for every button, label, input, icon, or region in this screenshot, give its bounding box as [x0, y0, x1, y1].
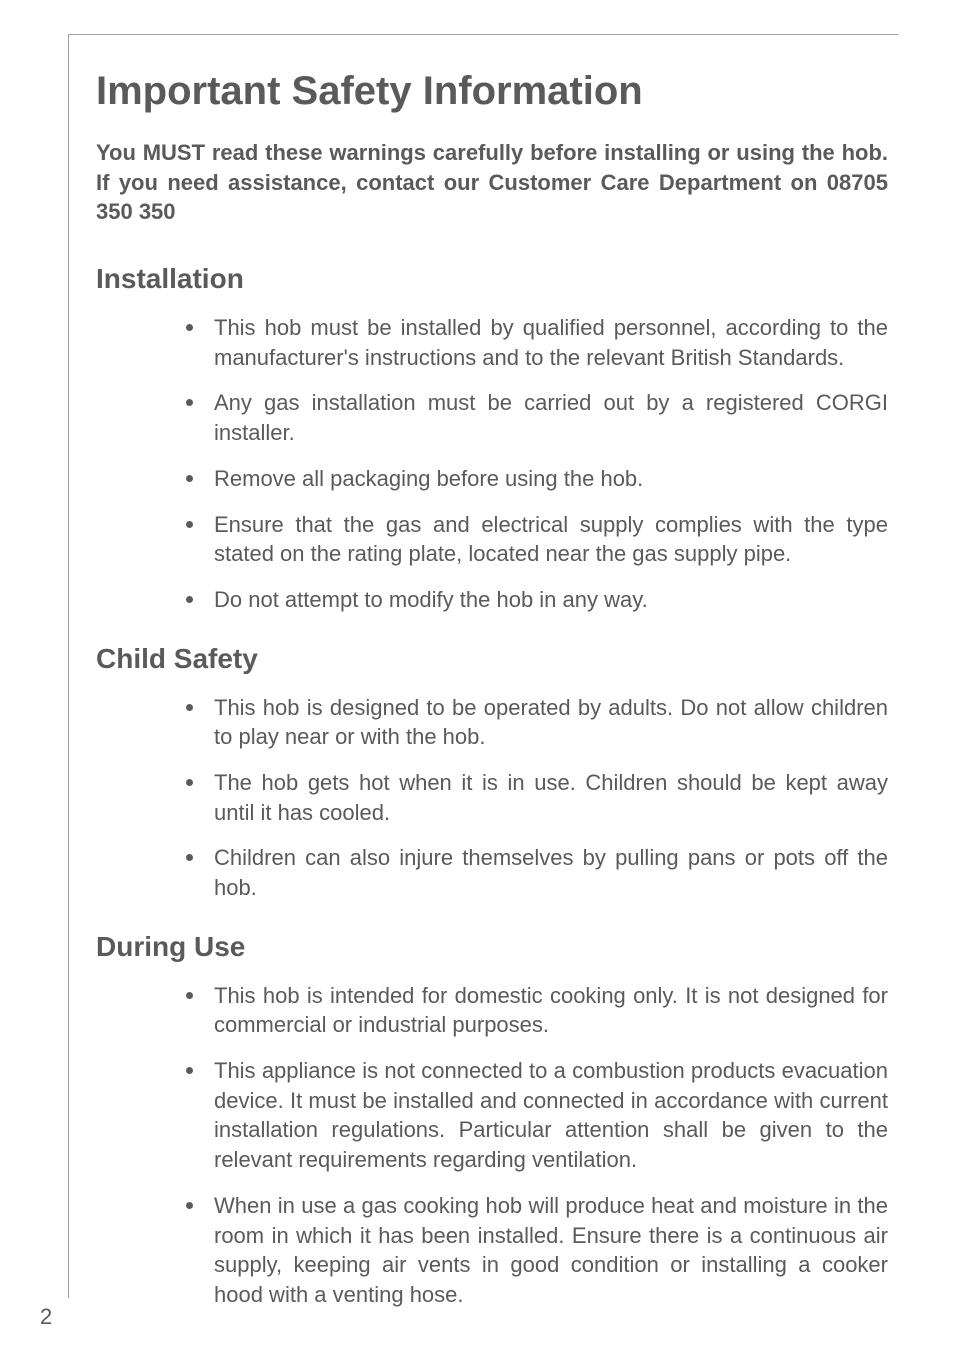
frame-border-left [68, 34, 69, 1298]
list-item: This hob is intended for domestic cookin… [186, 981, 888, 1040]
section-heading-child-safety: Child Safety [96, 643, 888, 675]
list-item: Ensure that the gas and electrical suppl… [186, 510, 888, 569]
list-item: This hob is designed to be operated by a… [186, 693, 888, 752]
section-heading-installation: Installation [96, 263, 888, 295]
content-area: Important Safety Information You MUST re… [70, 48, 894, 1310]
installation-list: This hob must be installed by qualified … [96, 313, 888, 615]
frame-border-top [68, 34, 898, 35]
list-item: This hob must be installed by qualified … [186, 313, 888, 372]
list-item: Do not attempt to modify the hob in any … [186, 585, 888, 615]
list-item: When in use a gas cooking hob will produ… [186, 1191, 888, 1310]
page-title: Important Safety Information [96, 68, 888, 114]
child-safety-list: This hob is designed to be operated by a… [96, 693, 888, 903]
document-page: Important Safety Information You MUST re… [0, 0, 954, 1354]
page-number: 2 [40, 1304, 52, 1330]
during-use-list: This hob is intended for domestic cookin… [96, 981, 888, 1310]
list-item: This appliance is not connected to a com… [186, 1056, 888, 1175]
list-item: Remove all packaging before using the ho… [186, 464, 888, 494]
list-item: Children can also injure themselves by p… [186, 843, 888, 902]
list-item: The hob gets hot when it is in use. Chil… [186, 768, 888, 827]
section-heading-during-use: During Use [96, 931, 888, 963]
list-item: Any gas installation must be carried out… [186, 388, 888, 447]
intro-paragraph: You MUST read these warnings carefully b… [96, 138, 888, 227]
